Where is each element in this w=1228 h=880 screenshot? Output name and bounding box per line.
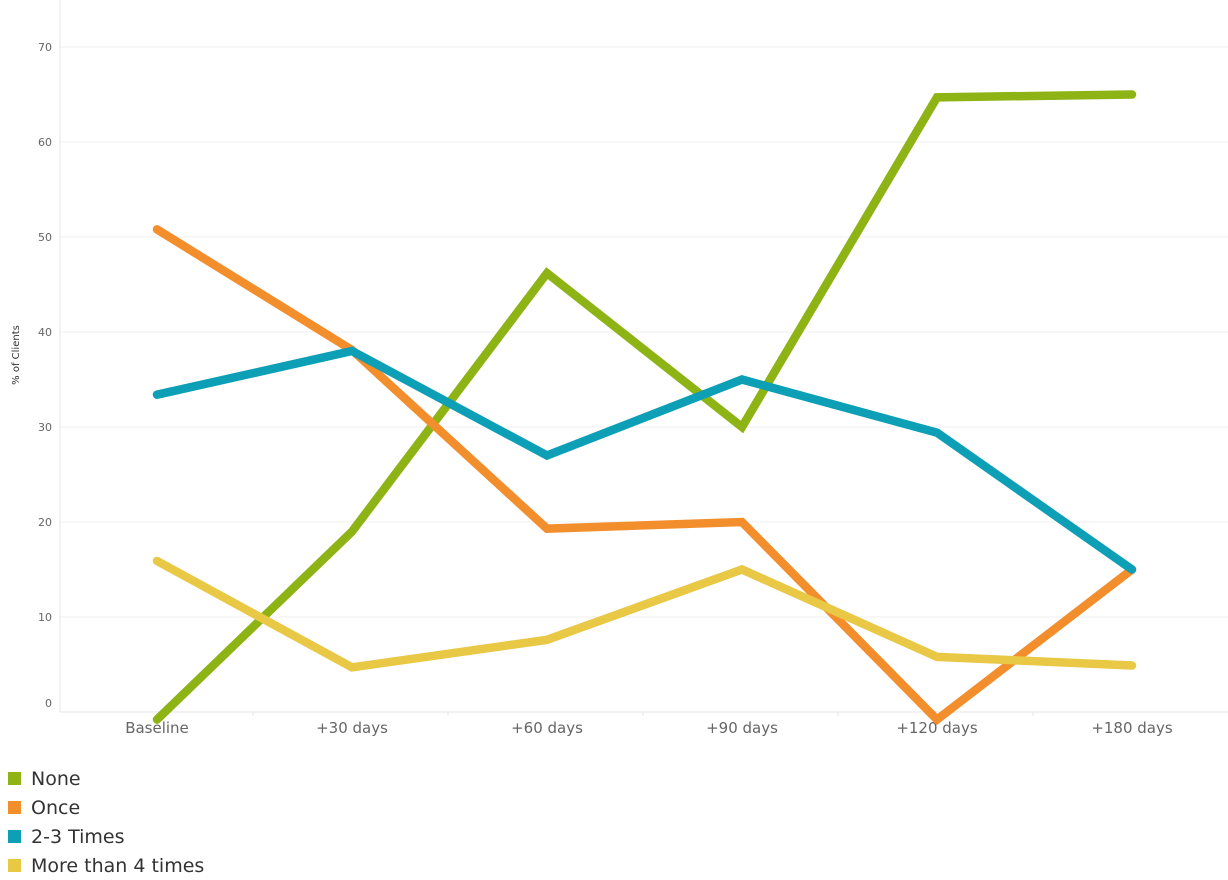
x-tick-label: +180 days — [1091, 719, 1173, 737]
series-line-0 — [152, 90, 1137, 724]
grid-lines — [60, 46, 1228, 618]
series-line-2 — [152, 346, 1137, 574]
y-tick-label: 40 — [38, 326, 52, 339]
legend-item[interactable]: Once — [8, 793, 204, 822]
legend-swatch — [8, 859, 21, 872]
x-tick-label: +90 days — [706, 719, 778, 737]
series-lines — [152, 90, 1137, 726]
y-tick-label: 50 — [38, 231, 52, 244]
legend-label: None — [31, 767, 81, 790]
legend-label: 2-3 Times — [31, 825, 125, 848]
legend-swatch — [8, 830, 21, 843]
series-line-3 — [152, 556, 1137, 672]
line-chart: 0 10 20 30 40 50 60 70 Baseline +30 days +60 days… — [11, 0, 1228, 737]
legend-item[interactable]: None — [8, 764, 204, 793]
y-axis-ticks: 0 10 20 30 40 50 60 70 — [38, 41, 52, 710]
y-tick-label: 70 — [38, 41, 52, 54]
x-tick-label: +30 days — [316, 719, 388, 737]
axis-lines — [59, 0, 1228, 716]
legend-item[interactable]: 2-3 Times — [8, 822, 204, 851]
legend-label: Once — [31, 796, 81, 819]
y-tick-label: 10 — [38, 611, 52, 624]
legend-label: More than 4 times — [31, 854, 205, 877]
legend-swatch — [8, 801, 21, 814]
y-tick-label: 30 — [38, 421, 52, 434]
series-line-1 — [152, 225, 1137, 726]
legend-swatch — [8, 772, 21, 785]
y-tick-label: 60 — [38, 136, 52, 149]
x-tick-label: +60 days — [511, 719, 583, 737]
y-tick-label: 20 — [38, 516, 52, 529]
x-axis-ticks: Baseline +30 days +60 days +90 days +120 day… — [125, 719, 1173, 737]
x-tick-label: +120 days — [896, 719, 978, 737]
y-tick-label: 0 — [45, 697, 52, 710]
x-tick-label: Baseline — [125, 719, 189, 737]
legend: None Once 2-3 Times More than 4 times — [8, 764, 204, 880]
y-axis-label: % of Clients — [11, 325, 22, 385]
legend-item[interactable]: More than 4 times — [8, 851, 204, 880]
